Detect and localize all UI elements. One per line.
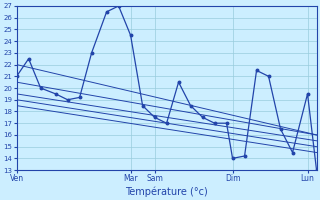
X-axis label: Température (°c): Température (°c): [125, 186, 208, 197]
